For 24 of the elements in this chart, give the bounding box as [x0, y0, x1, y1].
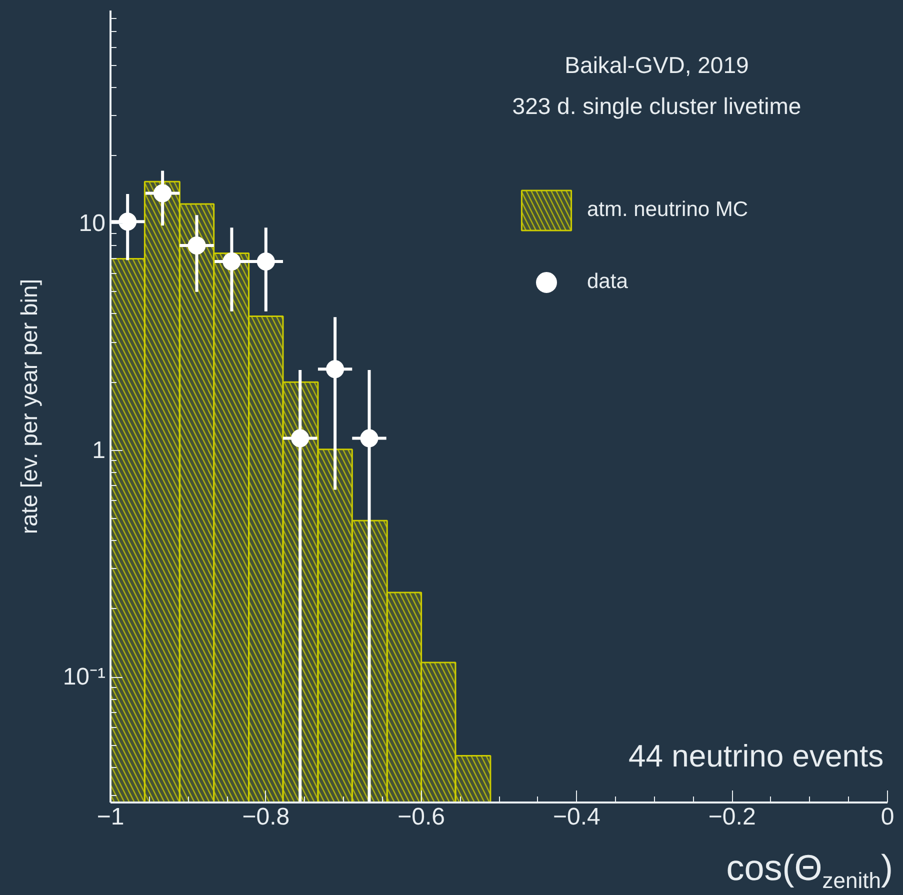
x-tick-label: 0 [880, 804, 894, 830]
x-tick-label: −1 [96, 804, 124, 830]
point [256, 252, 275, 271]
x-tick-label: −0.8 [242, 804, 290, 830]
annotation: 323 d. single cluster livetime [512, 92, 802, 119]
point [326, 360, 344, 378]
point [188, 236, 206, 255]
y-axis-title: rate [ev. per year per bin] [16, 278, 42, 534]
point [118, 212, 137, 231]
annotation: 44 neutrino events [628, 738, 884, 774]
y-tick-label: 10⁻¹ [62, 664, 106, 691]
x-tick-label: −0.2 [708, 804, 756, 830]
point [154, 184, 172, 202]
annotation: Baikal-GVD, 2019 [564, 52, 749, 78]
point [360, 429, 378, 448]
y-tick-label: 10 [78, 210, 106, 238]
y-tick-label: 1 [92, 436, 106, 464]
point [222, 252, 241, 271]
x-tick-label: −0.4 [553, 804, 600, 830]
point [291, 429, 310, 448]
legend-label: atm. neutrino MC [587, 198, 748, 222]
x-tick-label: −0.6 [398, 804, 445, 830]
legend-label: data [587, 270, 628, 294]
x-axis-title: cos(Θ$_{zenith}$) [725, 847, 893, 895]
